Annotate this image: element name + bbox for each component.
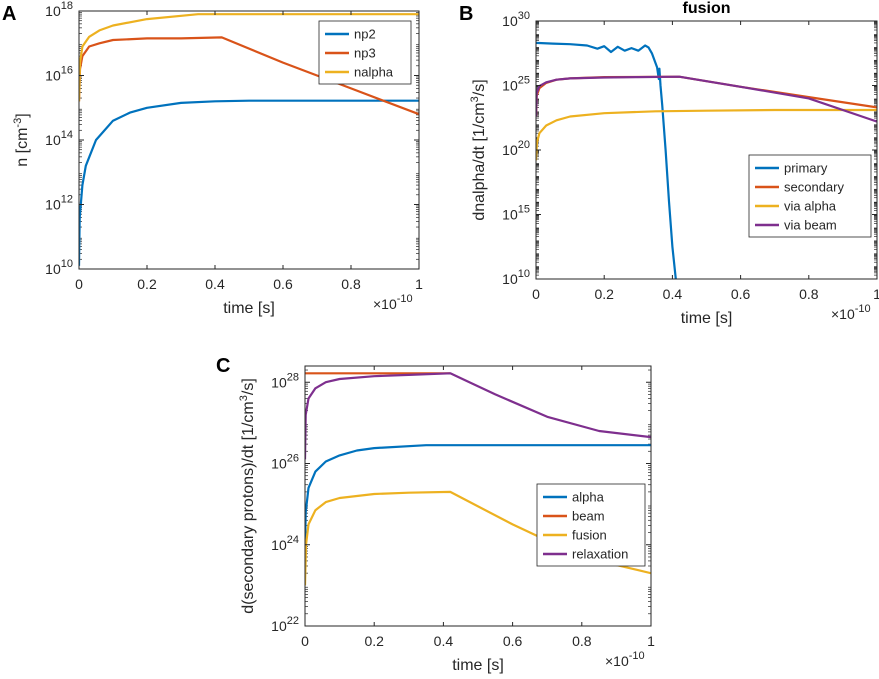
x-tick-label: 0.6 (731, 286, 751, 302)
x-axis-label: time [s] (452, 657, 504, 674)
y-tick-label: 1010 (502, 268, 530, 287)
x-multiplier: ×10-10 (831, 303, 871, 322)
series-line-np3 (79, 36, 419, 116)
plot-area (536, 21, 877, 279)
series-line-fusion (305, 490, 651, 586)
series-line-primary (536, 41, 677, 279)
x-tick-label: 0.4 (434, 633, 454, 649)
y-tick-label: 1014 (45, 129, 73, 148)
x-tick-label: 0.6 (273, 276, 293, 292)
y-tick-label: 1016 (45, 65, 73, 84)
x-axis-label: time [s] (223, 300, 275, 317)
x-tick-label: 0 (532, 286, 540, 302)
y-tick-label: 1018 (45, 0, 73, 19)
legend: primary secondary via alpha via beam (748, 154, 872, 238)
y-tick-label: 1026 (271, 453, 299, 472)
x-axis-label: time [s] (681, 310, 733, 327)
legend-label: secondary (784, 180, 844, 195)
x-tick-label: 0.2 (364, 633, 384, 649)
series-line-alpha (305, 444, 651, 553)
legend-label: relaxation (572, 547, 628, 562)
panel-letter: A (2, 3, 16, 25)
series-line-np2 (79, 99, 419, 266)
y-tick-label: 1012 (45, 194, 73, 213)
y-tick-label: 1025 (502, 75, 530, 94)
plot-frame (304, 365, 652, 627)
series-group (305, 372, 651, 586)
panel-letter: C (216, 355, 230, 377)
legend-label: np3 (354, 46, 376, 61)
x-tick-label: 0.8 (341, 276, 361, 292)
series-group (79, 13, 419, 266)
legend-label: nalpha (354, 65, 394, 80)
y-tick-label: 1030 (502, 10, 530, 29)
y-tick-label: 1022 (271, 615, 299, 634)
y-tick-label: 1024 (271, 534, 299, 553)
legend-label: via beam (784, 218, 837, 233)
chart-title: fusion (683, 0, 731, 17)
legend-label: np2 (354, 27, 376, 42)
x-tick-label: 1 (415, 276, 423, 292)
legend-label: fusion (572, 528, 607, 543)
y-axis-label: n [cm-3] (12, 113, 31, 166)
panel-a: 0 0.2 0.4 0.6 0.8 1 1010 1012 1014 1016 1018 ×10-10… (2, 0, 423, 317)
y-tick-label: 1028 (271, 371, 299, 390)
x-tick-label: 0.6 (503, 633, 523, 649)
panel-letter: B (459, 3, 473, 25)
legend-label: alpha (572, 490, 605, 505)
legend-label: beam (572, 509, 605, 524)
x-multiplier: ×10-10 (605, 650, 645, 669)
y-axis-label: d(secondary protons)/dt [1/cm3/s] (238, 378, 257, 614)
legend: alpha beam fusion relaxation (536, 483, 646, 567)
x-tick-label: 0.8 (799, 286, 819, 302)
y-tick-label: 1015 (502, 204, 530, 223)
series-line-relaxation (305, 372, 651, 460)
legend-label: primary (784, 161, 828, 176)
legend: np2 np3 nalpha (318, 20, 412, 85)
series-line-via-beam (536, 75, 877, 123)
x-tick-label: 1 (873, 286, 879, 302)
panel-c: 0 0.2 0.4 0.6 0.8 1 1022 1024 1026 1028 ×10-10 time… (216, 355, 655, 674)
panel-b: 0 0.2 0.4 0.6 0.8 1 1010 1015 1020 1025 1030 ×10-10… (459, 0, 879, 327)
x-tick-label: 1 (647, 633, 655, 649)
x-tick-label: 0 (301, 633, 309, 649)
series-line-nalpha (79, 13, 419, 102)
series-group (536, 41, 877, 279)
x-tick-label: 0.2 (137, 276, 157, 292)
series-line-via-alpha (536, 108, 877, 161)
x-multiplier: ×10-10 (373, 293, 413, 312)
y-tick-label: 1020 (502, 139, 530, 158)
x-tick-label: 0.4 (663, 286, 683, 302)
y-axis-label: dnalpha/dt [1/cm3/s] (469, 79, 488, 220)
x-tick-label: 0 (75, 276, 83, 292)
x-tick-label: 0.8 (572, 633, 592, 649)
legend-label: via alpha (784, 199, 837, 214)
x-tick-label: 0.2 (594, 286, 614, 302)
y-tick-label: 1010 (45, 258, 73, 277)
x-tick-label: 0.4 (205, 276, 225, 292)
